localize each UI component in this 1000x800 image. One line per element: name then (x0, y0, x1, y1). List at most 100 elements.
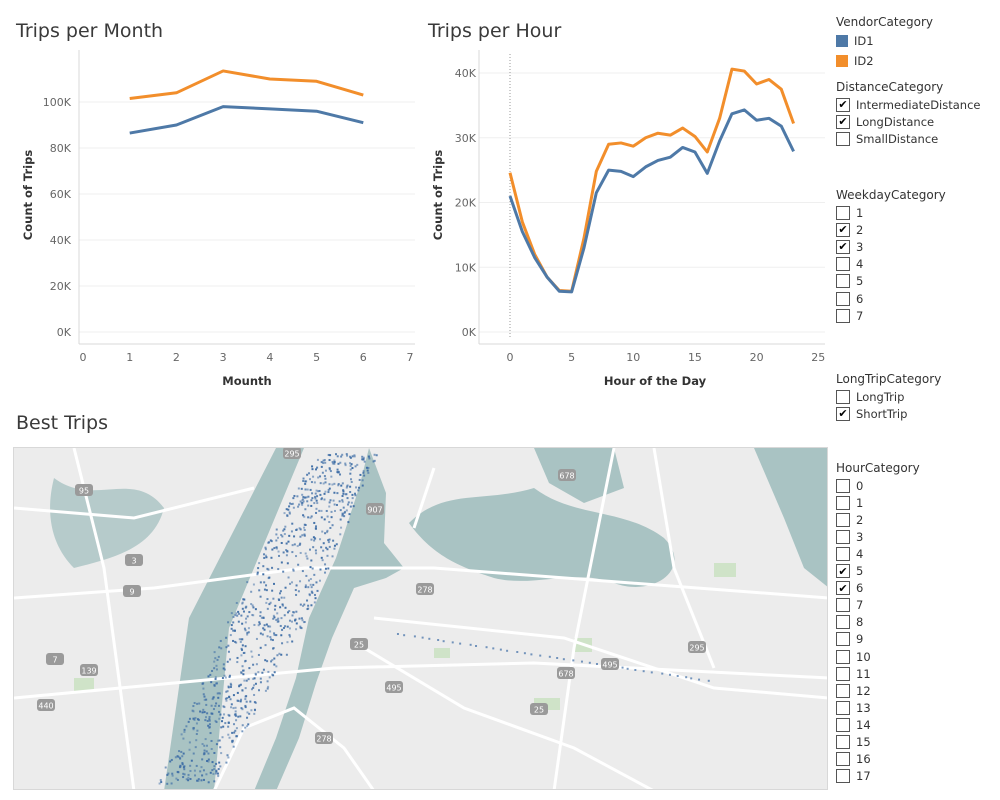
weekday-filter-option[interactable]: 5 (836, 273, 863, 290)
month-series-id2[interactable] (129, 69, 364, 101)
hour-checkbox[interactable] (836, 478, 850, 493)
hour-checkbox[interactable] (836, 615, 850, 630)
hour-y-tick: 0K (462, 326, 477, 339)
weekday-option-label: 2 (856, 222, 864, 237)
hour-checkbox[interactable] (836, 546, 850, 561)
hour-filter-option[interactable]: 15 (836, 734, 871, 751)
highway-shield: 907 (366, 503, 384, 515)
hour-checkbox[interactable] (836, 598, 850, 613)
longtrip-filter-title: LongTripCategory (836, 372, 942, 386)
longtrip-filter-option[interactable]: ✔ ShortTrip (836, 405, 907, 422)
distance-filter-option[interactable]: SmallDistance (836, 130, 938, 147)
svg-text:295: 295 (689, 644, 704, 653)
month-chart-title: Trips per Month (16, 20, 164, 42)
highway-shield: 495 (385, 681, 403, 693)
weekday-filter-option[interactable]: 7 (836, 307, 863, 324)
month-x-tick: 1 (126, 351, 133, 364)
hour-filter-option[interactable]: ✔ 5 (836, 563, 863, 580)
month-line-chart[interactable]: 0K 20K 40K 60K 80K 100K 0 1 2 3 4 5 6 7 Mounth Count… (0, 50, 420, 400)
hour-checkbox[interactable] (836, 735, 850, 749)
weekday-checkbox[interactable] (836, 274, 850, 289)
hour-filter-option[interactable]: 14 (836, 716, 871, 733)
weekday-option-label: 4 (856, 257, 864, 272)
hour-checkbox[interactable]: ✔ (836, 581, 850, 596)
longtrip-checkbox[interactable]: ✔ (836, 406, 850, 421)
filter-panel: VendorCategory ID1 ID2 DistanceCategory … (836, 0, 1000, 800)
hour-checkbox[interactable] (836, 649, 850, 664)
hour-option-label: 5 (856, 564, 864, 578)
distance-checkbox[interactable]: ✔ (836, 114, 850, 129)
hour-filter-option[interactable]: 4 (836, 545, 863, 562)
hour-checkbox[interactable] (836, 666, 850, 681)
weekday-checkbox[interactable]: ✔ (836, 239, 850, 254)
hour-filter-option[interactable]: 0 (836, 477, 863, 494)
distance-filter-option[interactable]: ✔ IntermediateDistance (836, 96, 980, 113)
vendor-legend-id1[interactable]: ID1 (836, 32, 874, 49)
svg-text:907: 907 (367, 506, 382, 515)
weekday-filter-option[interactable]: 6 (836, 290, 863, 307)
weekday-checkbox[interactable] (836, 291, 850, 306)
long-island-sound (409, 488, 675, 587)
distance-option-label: LongDistance (856, 114, 935, 129)
park-2 (714, 563, 736, 577)
distance-checkbox[interactable] (836, 131, 850, 146)
svg-text:495: 495 (386, 684, 401, 693)
hour-checkbox[interactable] (836, 769, 850, 784)
hour-filter-option[interactable]: 10 (836, 648, 871, 665)
hour-option-label: 13 (856, 700, 871, 715)
vendor-id1-label: ID1 (854, 33, 874, 48)
trips-map[interactable]: 295 678 95 907 3 9 278 25 139 7 440 495 678 295 25 278 4… (13, 447, 828, 790)
hour-checkbox[interactable] (836, 632, 850, 647)
distance-checkbox[interactable]: ✔ (836, 97, 850, 112)
hour-checkbox[interactable] (836, 752, 850, 767)
svg-text:495: 495 (602, 661, 617, 670)
hour-series-id2[interactable] (508, 67, 796, 293)
hour-checkbox[interactable] (836, 529, 850, 544)
svg-text:3: 3 (131, 557, 136, 566)
hour-checkbox[interactable] (836, 495, 850, 510)
weekday-checkbox[interactable]: ✔ (836, 222, 850, 237)
month-y-tick: 0K (57, 326, 72, 339)
weekday-option-label: 7 (856, 308, 864, 323)
hour-x-tick: 5 (568, 351, 575, 364)
weekday-filter-option[interactable]: ✔ 3 (836, 238, 863, 255)
hour-checkbox[interactable] (836, 512, 850, 527)
hour-checkbox[interactable] (836, 700, 850, 715)
month-series-id1[interactable] (129, 105, 364, 135)
distance-filter-option[interactable]: ✔ LongDistance (836, 113, 934, 130)
hour-filter-option[interactable]: 8 (836, 614, 863, 631)
vendor-legend-id2[interactable]: ID2 (836, 52, 874, 69)
month-x-tick: 2 (173, 351, 180, 364)
weekday-filter-option[interactable]: 4 (836, 256, 863, 273)
weekday-checkbox[interactable] (836, 257, 850, 272)
hour-filter-option[interactable]: 2 (836, 511, 863, 528)
hour-filter-option[interactable]: 12 (836, 682, 871, 699)
weekday-checkbox[interactable] (836, 308, 850, 323)
bay-north (534, 448, 624, 503)
hour-filter-option[interactable]: 7 (836, 597, 863, 614)
hour-filter-option[interactable]: 9 (836, 631, 863, 648)
hour-filter-option[interactable]: 11 (836, 665, 871, 682)
hour-checkbox[interactable] (836, 717, 850, 732)
hour-checkbox[interactable]: ✔ (836, 564, 850, 578)
hour-filter-option[interactable]: ✔ 6 (836, 580, 863, 597)
hour-line-chart[interactable]: 0K 10K 20K 30K 40K 0 5 10 15 20 25 Hour of the Da… (420, 50, 830, 400)
weekday-filter-option[interactable]: ✔ 2 (836, 221, 863, 238)
hour-checkbox[interactable] (836, 683, 850, 698)
highway-shield: 295 (283, 448, 301, 459)
longtrip-filter-option[interactable]: LongTrip (836, 388, 904, 405)
hour-filter-option[interactable]: 3 (836, 528, 863, 545)
weekday-filter-option[interactable]: 1 (836, 204, 863, 221)
hour-option-label: 10 (856, 649, 871, 664)
map-title: Best Trips (16, 412, 108, 434)
hour-filter-option[interactable]: 17 (836, 768, 871, 785)
longtrip-checkbox[interactable] (836, 389, 850, 404)
hour-series-id1[interactable] (508, 108, 795, 294)
hour-filter-option[interactable]: 1 (836, 494, 863, 511)
highway-shield: 278 (315, 732, 333, 744)
svg-text:678: 678 (559, 472, 574, 481)
hour-filter-option[interactable]: 13 (836, 699, 871, 716)
hour-filter-option[interactable]: 16 (836, 751, 871, 768)
weekday-checkbox[interactable] (836, 205, 850, 220)
svg-text:278: 278 (316, 735, 331, 744)
